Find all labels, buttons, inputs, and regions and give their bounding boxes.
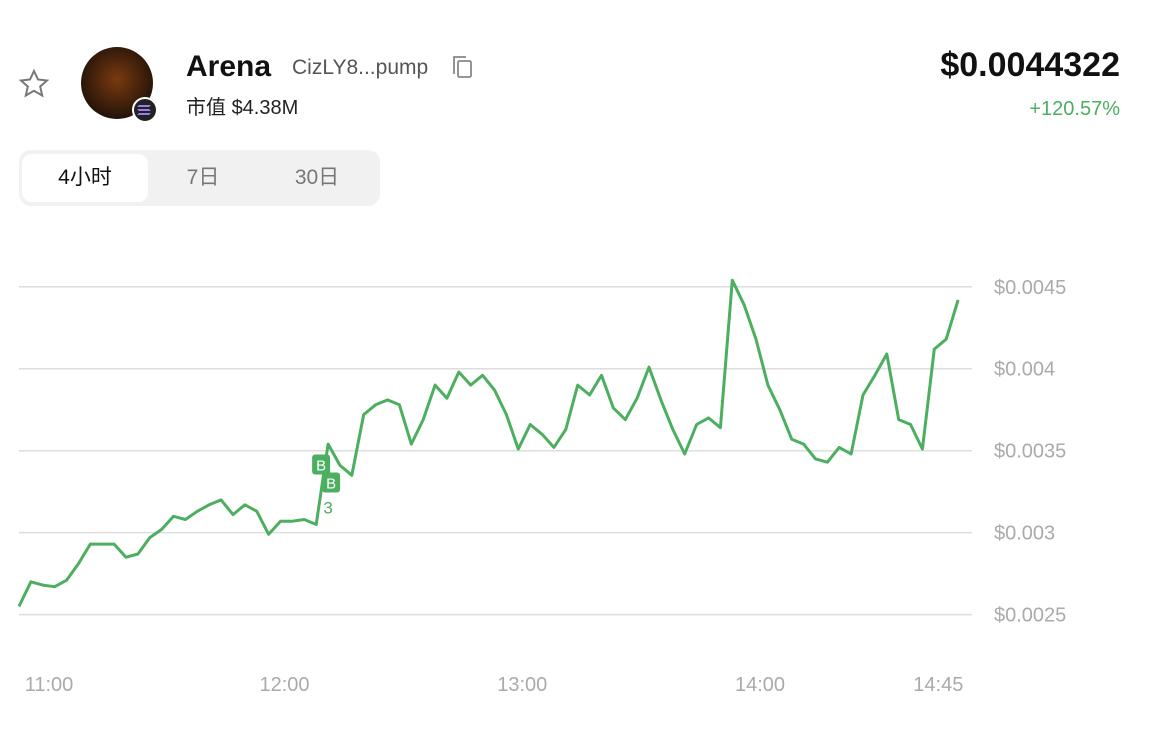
tab[interactable]: 7日 xyxy=(186,166,220,189)
range-tabs: 4小时 7日 30日 xyxy=(19,150,380,206)
chain-icon xyxy=(137,105,151,115)
price-change: +120.57% xyxy=(1029,98,1120,120)
x-tick-label: 11:00 xyxy=(25,674,74,696)
trade-marker-label: B xyxy=(316,457,326,474)
market-cap-value: $4.38M xyxy=(231,97,299,119)
header-icons xyxy=(18,47,472,123)
trade-marker: B xyxy=(312,454,331,475)
trade-marker-count: 3 xyxy=(323,498,332,517)
x-tick-label: 13:00 xyxy=(497,674,547,696)
market-cap-label: 市值 xyxy=(186,97,226,119)
y-tick-label: $0.003 xyxy=(994,523,1055,545)
token-address: CizLY8...pump xyxy=(292,56,429,79)
price: $0.0044322 xyxy=(940,46,1120,84)
trade-marker-box xyxy=(322,472,341,493)
trade-marker-label: B xyxy=(326,475,336,492)
market-cap: 市值 $4.38M xyxy=(186,91,298,120)
trade-marker-box xyxy=(312,454,331,475)
y-tick-label: $0.0035 xyxy=(994,441,1066,463)
favorite-star[interactable] xyxy=(18,68,50,98)
price-line xyxy=(17,278,960,608)
tab[interactable]: 30日 xyxy=(294,166,340,189)
token-avatar xyxy=(81,47,153,119)
x-tick-label: 14:45 xyxy=(913,674,963,696)
x-tick-label: 14:00 xyxy=(735,674,785,696)
copy-icon[interactable] xyxy=(453,56,472,78)
trade-marker: B xyxy=(322,472,341,493)
x-tick-label: 12:00 xyxy=(259,674,309,696)
token-name: Arena xyxy=(186,50,272,83)
tab[interactable]: 4小时 xyxy=(22,154,148,202)
y-tick-label: $0.0025 xyxy=(994,605,1066,627)
y-tick-label: $0.0045 xyxy=(994,277,1066,299)
y-tick-label: $0.004 xyxy=(994,359,1055,381)
